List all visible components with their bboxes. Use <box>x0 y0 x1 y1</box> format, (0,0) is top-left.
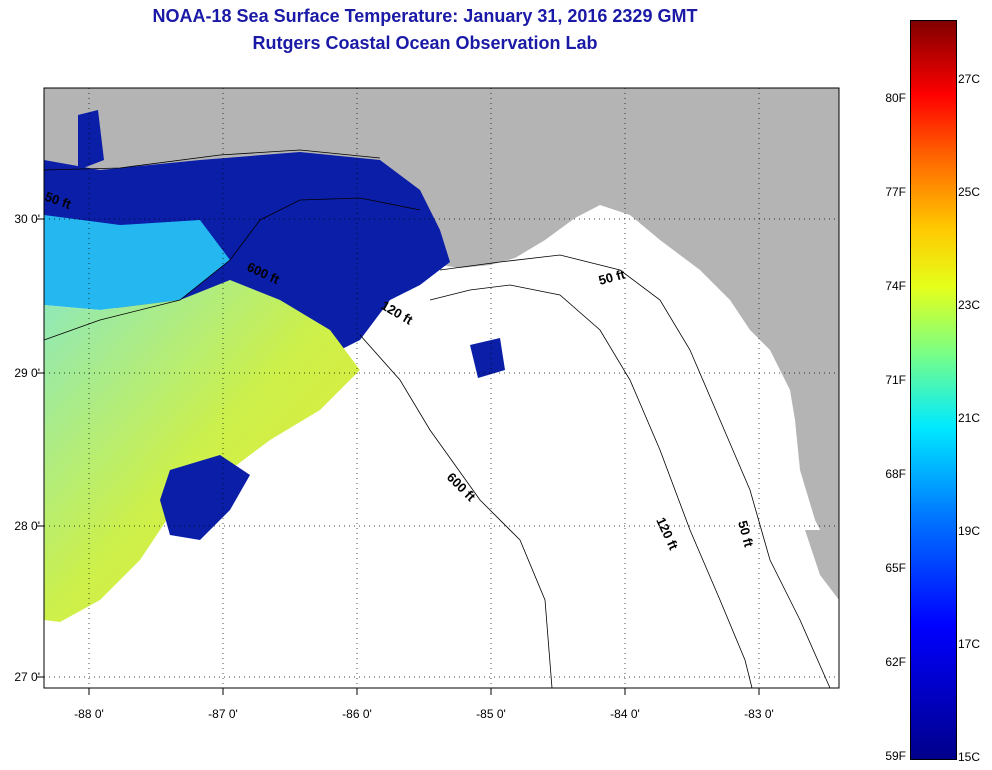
lon-label: -87 0' <box>208 707 238 721</box>
lon-label: -88 0' <box>74 707 104 721</box>
lat-label: 27 0' <box>14 670 40 684</box>
colorbar-c-label: 21C <box>958 411 981 425</box>
axis-ticks <box>37 218 760 695</box>
land-area <box>44 88 839 560</box>
contour-50ft-north <box>43 149 381 171</box>
contour-label: 50 ft <box>735 519 757 549</box>
map-title: NOAA-18 Sea Surface Temperature: January… <box>152 6 698 26</box>
map-frame <box>43 87 840 689</box>
lon-label: -85 0' <box>476 707 506 721</box>
temperature-colorbar <box>910 20 957 760</box>
colorbar-f-label: 59F <box>885 749 906 763</box>
colorbar-f-label: 80F <box>885 91 906 105</box>
colorbar-f-label: 74F <box>885 279 906 293</box>
lon-label: -84 0' <box>610 707 640 721</box>
colorbar-f-label: 62F <box>885 655 906 669</box>
lon-label: -83 0' <box>744 707 774 721</box>
contour-600ft <box>359 334 553 689</box>
cold-water-ridge <box>78 110 104 170</box>
land-area-south <box>805 530 839 600</box>
colorbar-c-label: 27C <box>958 72 981 86</box>
map-subtitle: Rutgers Coastal Ocean Observation Lab <box>252 33 598 53</box>
mid-water <box>44 215 230 310</box>
isobath-contours <box>43 149 831 689</box>
contour-600ft-north <box>43 197 421 341</box>
contour-120ft <box>429 284 753 689</box>
colorbar-c-label: 25C <box>958 185 981 199</box>
colorbar-c-label: 15C <box>958 750 981 764</box>
cold-patch <box>470 338 505 378</box>
colorbar-f-label: 77F <box>885 185 906 199</box>
lat-label: 28 0' <box>14 519 40 533</box>
lat-label: 30 0' <box>14 212 40 226</box>
warm-water <box>44 280 360 622</box>
colorbar-f-label: 65F <box>885 561 906 575</box>
contour-50ft <box>439 254 831 689</box>
cold-water <box>44 152 450 360</box>
lon-label: -86 0' <box>342 707 372 721</box>
lat-label: 29 0' <box>14 366 40 380</box>
colorbar-c-label: 23C <box>958 298 981 312</box>
colorbar-c-label: 19C <box>958 524 981 538</box>
colorbar-c-label: 17C <box>958 637 981 651</box>
colorbar-f-label: 71F <box>885 373 906 387</box>
colorbar-f-label: 68F <box>885 467 906 481</box>
cold-eddy <box>160 455 250 540</box>
contour-label: 50 ft <box>597 266 627 288</box>
lat-lon-grid <box>44 88 839 688</box>
